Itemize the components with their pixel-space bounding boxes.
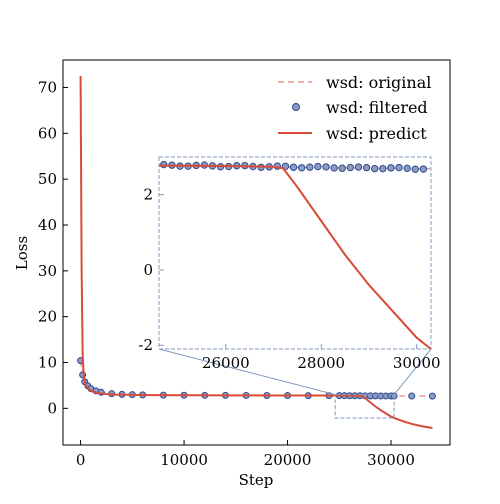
zoom-region [334,394,395,419]
zoom-connectors [158,348,432,419]
x-tick-label: 20000 [264,451,312,469]
zoom-connector-right [393,348,432,395]
x-tick-label: 0 [76,451,86,469]
inset-filtered-point [419,165,428,173]
series-filtered-point [428,392,436,400]
x-axis-label: Step [239,471,274,489]
x-tick-label: 30000 [367,451,415,469]
y-tick-label: 40 [38,216,57,234]
legend-original-label: wsd: original [326,73,431,92]
main-plot-area [77,76,436,430]
y-tick-label: 70 [38,79,57,97]
x-tick-label: 10000 [160,451,208,469]
inset-filtered-point [370,164,379,173]
y-tick-label: 10 [38,354,57,372]
inset-filtered-point [411,165,419,173]
y-tick-label: 0 [47,399,57,417]
inset-filtered-point [322,163,330,171]
inset-filtered-point [338,164,346,172]
inset-y-tick-label: -2 [138,336,153,354]
inset-filtered-point [289,163,298,171]
main-axes-frame [62,59,451,446]
inset-filtered-point [387,164,395,172]
inset-filtered-point [330,164,338,172]
series-predict-line [79,76,433,430]
zoom-connector-left [158,348,336,396]
inset-predict-line [159,164,431,349]
inset-ticks: 26000 28000 30000 -2 0 2 [138,186,440,372]
inset-filtered-point [362,163,371,172]
inset-x-tick-label: 28000 [297,354,345,372]
inset-y-tick-label: 2 [143,186,153,204]
y-tick-label: 60 [38,124,57,142]
y-tick-label: 30 [38,262,57,280]
inset-filtered-point [395,163,403,172]
inset-filtered-point [379,164,387,173]
inset-axes-frame [158,156,432,350]
inset-filtered-point [403,164,411,173]
series-filtered-point [408,392,416,400]
inset-y-tick-label: 0 [143,261,153,279]
inset-filtered-point [346,163,355,172]
inset-filtered-point [314,162,322,171]
y-tick-label: 20 [38,308,57,326]
inset-filtered-point [160,160,168,169]
legend-filtered-label: wsd: filtered [326,98,428,117]
y-tick-label: 50 [38,170,57,188]
legend-predict-label: wsd: predict [326,124,427,143]
inset-filtered-point [297,164,306,172]
inset-filtered-point [306,163,314,171]
legend: wsd: original wsd: filtered wsd: predict [278,73,431,143]
inset-x-tick-label: 26000 [202,354,250,372]
inset-x-tick-label: 30000 [393,354,441,372]
series-original-line [79,360,433,397]
inset-filtered-point [354,163,363,171]
y-axis-label: Loss [13,236,31,270]
legend-filtered-swatch [292,103,300,111]
inset-plot-area [159,160,431,349]
